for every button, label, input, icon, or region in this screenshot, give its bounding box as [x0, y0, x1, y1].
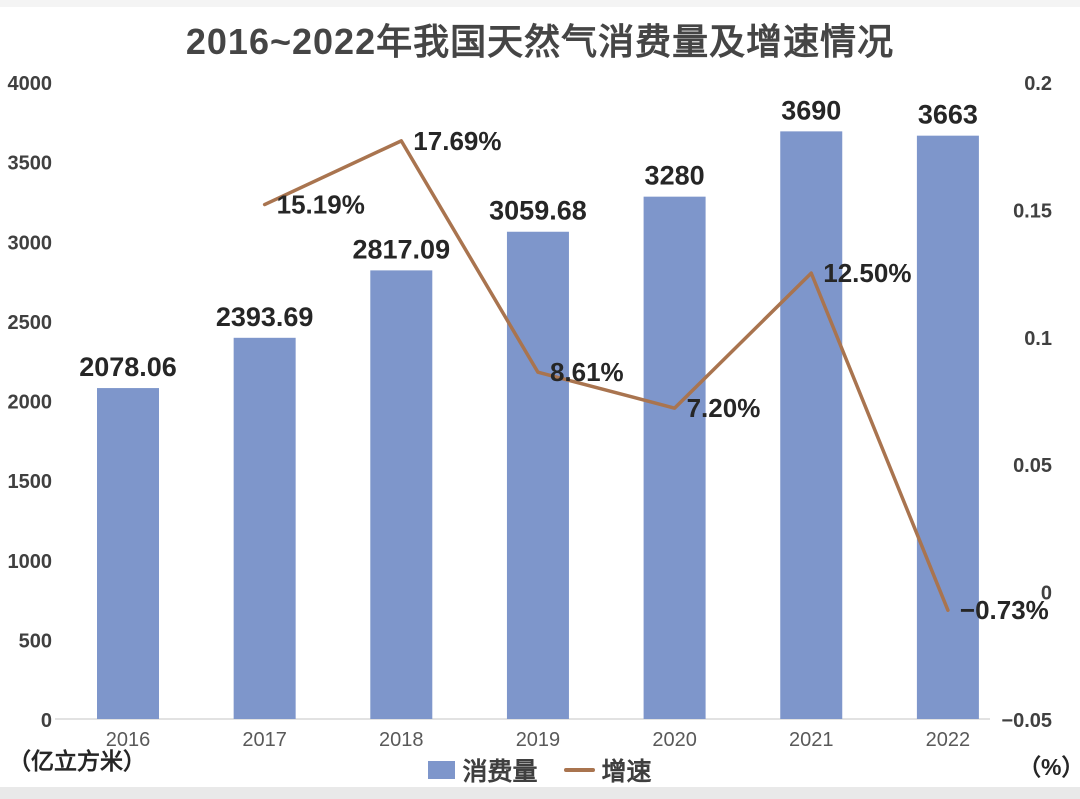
- x-axis-year-label: 2022: [926, 729, 971, 750]
- bar-value-label: 3280: [645, 161, 705, 191]
- consumption-bar: [916, 135, 979, 720]
- left-axis-tick-label: 0: [41, 710, 52, 732]
- line-value-label: 12.50%: [823, 258, 911, 288]
- bar-value-label: 3690: [781, 95, 841, 125]
- bar-value-label: 2393.69: [216, 302, 314, 332]
- bar-value-label: 3059.68: [489, 196, 587, 226]
- right-axis-tick-label: 0.1: [1024, 328, 1052, 350]
- legend-item-growth: 增速: [563, 752, 652, 788]
- left-axis-tick-label: 4000: [8, 73, 53, 95]
- legend: 消费量 增速: [0, 752, 1080, 788]
- right-axis-tick-label: −0.05: [1001, 710, 1052, 732]
- right-axis-tick-label: 0: [1041, 583, 1052, 605]
- line-value-label: 8.61%: [550, 357, 624, 387]
- consumption-bar: [780, 131, 843, 719]
- consumption-bar: [643, 196, 706, 719]
- x-axis-year-label: 2019: [516, 729, 561, 750]
- consumption-bar: [233, 337, 296, 719]
- bottom-edge-strip: [0, 787, 1080, 799]
- right-axis-tick-label: 0.15: [1013, 200, 1052, 222]
- line-value-label: 17.69%: [413, 126, 501, 156]
- line-value-label: −0.73%: [960, 595, 1049, 625]
- legend-item-consumption: 消费量: [428, 752, 538, 788]
- x-axis-year-label: 2016: [106, 729, 151, 750]
- right-axis-tick-label: 0.05: [1013, 455, 1052, 477]
- bar-value-label: 2817.09: [352, 234, 450, 264]
- left-axis-tick-label: 2500: [8, 312, 53, 334]
- left-axis-tick-label: 1500: [8, 471, 53, 493]
- growth-rate-line: [262, 139, 950, 612]
- x-axis-year-label: 2021: [789, 729, 834, 750]
- left-axis-tick-label: 500: [19, 630, 52, 652]
- bar-value-label: 2078.06: [79, 352, 177, 382]
- legend-label-growth: 增速: [601, 758, 652, 786]
- x-axis-year-label: 2018: [379, 729, 424, 750]
- left-axis-tick-label: 2000: [8, 392, 53, 414]
- right-axis-tick-label: 0.2: [1024, 73, 1052, 95]
- bar-series-swatch-icon: [428, 761, 456, 779]
- top-edge-strip: [0, 0, 1080, 7]
- left-axis-tick-label: 3500: [8, 153, 53, 175]
- legend-label-consumption: 消费量: [462, 758, 538, 786]
- x-axis-year-label: 2017: [242, 729, 287, 750]
- left-axis-tick-label: 1000: [8, 551, 53, 573]
- chart-title: 2016~2022年我国天然气消费量及增速情况: [185, 21, 895, 62]
- right-axis-unit-label: （%）: [1018, 754, 1080, 780]
- left-axis-tick-label: 3000: [8, 232, 53, 254]
- consumption-bar: [506, 231, 569, 719]
- bar-value-label: 3663: [918, 100, 978, 130]
- x-axis-year-label: 2020: [652, 729, 697, 750]
- line-value-label: 7.20%: [687, 393, 761, 423]
- left-axis-unit-label: （亿立方米）: [8, 748, 146, 774]
- consumption-bar: [370, 270, 433, 719]
- plot-area: 0 500 1000 1500 2000 2500 3000 3500 4000 −0.05 0 0.…: [8, 73, 1053, 750]
- line-series-swatch-icon: [563, 768, 595, 772]
- line-value-label: 15.19%: [277, 190, 365, 220]
- consumption-bar: [97, 388, 159, 719]
